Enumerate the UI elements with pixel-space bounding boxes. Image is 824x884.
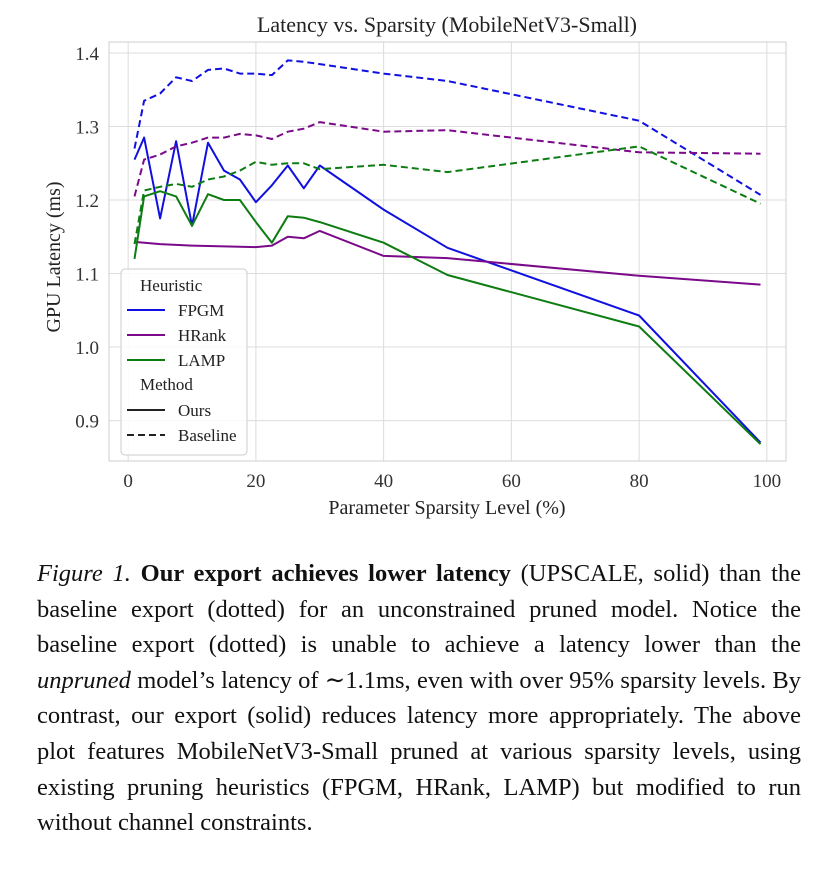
y-tick-label: 0.9 xyxy=(75,412,99,433)
y-tick-label: 1.4 xyxy=(75,44,99,65)
series-line-lamp-ours xyxy=(133,190,762,445)
legend-label-baseline: Baseline xyxy=(178,426,237,445)
legend-method-title: Method xyxy=(140,375,193,394)
caption-emphasis: unpruned xyxy=(37,666,131,694)
x-tick-label: 40 xyxy=(374,471,393,492)
series-line-fpgm-baseline xyxy=(133,59,762,196)
caption-text-part1: (UPSCALE, solid) than the baseline expor… xyxy=(37,560,801,659)
legend-label-ours: Ours xyxy=(178,401,211,420)
plot-frame xyxy=(108,41,787,462)
series-line-fpgm-ours xyxy=(133,136,762,444)
y-tick-label: 1.3 xyxy=(75,118,99,139)
legend-box xyxy=(120,268,248,456)
x-tick-label: 100 xyxy=(753,471,782,492)
x-axis-label: Parameter Sparsity Level (%) xyxy=(328,497,565,519)
x-tick-label: 20 xyxy=(246,471,265,492)
legend-label-hrank: HRank xyxy=(178,326,227,345)
latency-chart: Latency vs. Sparsity (MobileNetV3-Small)… xyxy=(43,12,787,519)
axes: 0 20 40 60 80 100 0.9 1.0 1.1 1.2 1.3 1.4 xyxy=(75,41,787,492)
chart-title: Latency vs. Sparsity (MobileNetV3-Small) xyxy=(257,12,637,37)
series-line-lamp-baseline xyxy=(133,145,761,245)
y-tick-label: 1.0 xyxy=(75,338,99,359)
series-line-hrank-ours xyxy=(134,229,761,286)
y-tick-label: 1.2 xyxy=(75,191,99,212)
y-tick-label: 1.1 xyxy=(75,265,99,286)
series-lines xyxy=(133,59,762,445)
legend-label-lamp: LAMP xyxy=(178,351,225,370)
caption-text-part2: model’s latency of ∼1.1ms, even with ove… xyxy=(37,666,802,837)
y-axis-label: GPU Latency (ms) xyxy=(43,181,65,332)
legend: Heuristic FPGM HRank LAMP Method Ours Ba… xyxy=(120,268,248,456)
series-line-hrank-baseline xyxy=(133,121,761,197)
x-tick-label: 60 xyxy=(502,471,521,492)
x-tick-label: 80 xyxy=(630,471,649,492)
caption-figure-label: Figure 1. xyxy=(37,560,131,587)
caption-headline: Our export achieves lower latency xyxy=(140,560,511,587)
legend-heuristic-title: Heuristic xyxy=(140,276,203,295)
figure-caption: Figure 1. Our export achieves lower late… xyxy=(37,556,801,841)
figure: Latency vs. Sparsity (MobileNetV3-Small)… xyxy=(43,12,787,519)
legend-label-fpgm: FPGM xyxy=(178,301,224,320)
x-tick-label: 0 xyxy=(123,471,133,492)
